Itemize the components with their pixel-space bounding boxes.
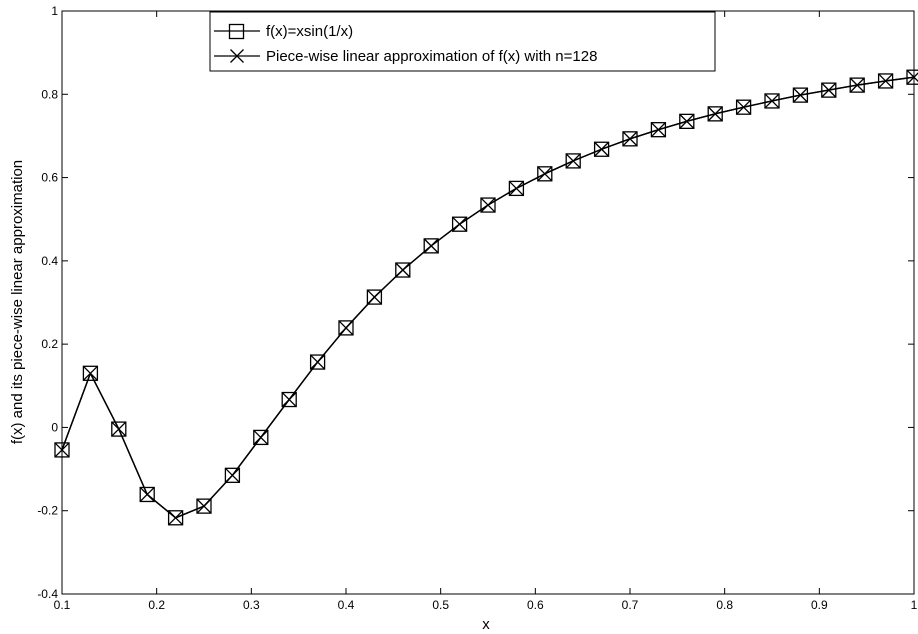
x-marker [281,392,297,407]
legend-box [209,11,716,72]
series-2 [54,69,918,526]
x-marker [707,106,723,122]
square-marker [196,498,212,514]
x-tick-label: 0.6 [527,598,544,612]
y-tick-label: -0.4 [37,587,58,601]
square-marker [593,141,610,157]
x-marker [366,289,382,305]
square-marker [281,391,297,408]
legend-x-marker-icon [230,49,244,63]
square-marker [707,106,723,122]
y-tick-label: 0.2 [41,337,58,351]
y-tick-label: 0.6 [41,171,58,185]
legend-entry-1: f(x)=xsin(1/x) [214,23,353,40]
x-tick-label: 0.5 [432,598,449,612]
square-marker [338,320,354,336]
square-marker [650,122,667,138]
x-marker [764,93,780,109]
square-marker [849,77,865,93]
y-axis-ticks: -0.4 -0.2 0 0.2 0.4 0.6 0.8 1 [37,4,914,601]
square-marker [480,197,496,213]
y-tick-label: 1 [51,4,58,18]
x-marker [423,238,439,254]
x-marker [54,442,70,458]
x-marker [622,131,638,147]
y-tick-label: -0.2 [37,504,58,518]
x-marker [168,510,184,526]
square-marker [792,87,809,103]
x-marker [679,113,695,129]
square-marker [111,421,127,437]
square-marker [395,262,411,278]
square-marker [253,429,269,446]
legend-label-2: Piece-wise linear approximation of f(x) … [266,48,597,65]
legend-label-1: f(x)=xsin(1/x) [266,23,353,40]
legend-square-marker-icon [228,23,245,40]
square-marker [309,354,326,370]
x-tick-label: 0.3 [243,598,260,612]
x-marker [594,141,610,157]
x-marker [452,216,468,232]
legend: f(x)=xsin(1/x) Piece-wise linear approxi… [209,11,716,72]
square-marker [735,99,752,115]
x-marker [338,320,354,336]
x-marker [111,421,127,437]
x-marker [82,365,98,381]
square-marker [764,93,780,109]
square-marker [167,510,184,526]
series-layer [54,69,918,526]
square-marker [54,442,70,458]
square-marker [508,180,525,197]
square-marker [139,486,155,503]
x-marker [480,197,496,213]
square-marker [821,82,837,98]
square-marker [366,289,383,305]
x-marker [849,77,865,93]
x-marker [224,467,240,483]
x-tick-label: 0.1 [54,598,71,612]
square-marker [537,166,553,182]
x-marker [792,87,808,103]
square-marker [877,73,894,89]
x-marker [139,487,155,502]
x-marker [537,166,553,182]
y-tick-label: 0.8 [41,87,58,101]
x-marker [821,82,837,98]
x-axis-label: x [482,616,490,633]
legend-entry-2: Piece-wise linear approximation of f(x) … [214,48,597,65]
y-tick-label: 0.4 [41,254,58,268]
x-marker [906,69,918,85]
x-marker [395,262,411,278]
x-marker [878,73,894,89]
x-marker [736,99,752,115]
x-tick-label: 0.9 [811,598,828,612]
x-tick-label: 0.2 [148,598,165,612]
x-tick-label: 0.7 [622,598,639,612]
square-marker [622,131,638,147]
square-marker [451,216,468,232]
square-marker [906,69,918,85]
plot-area: 0.1 0.2 0.3 0.4 0.5 0.6 0.7 0.8 0.9 1 -0.4-0.200.… [37,4,918,612]
square-marker [82,365,99,381]
x-marker [650,122,666,138]
square-marker [679,113,695,129]
x-marker [565,153,581,169]
x-axis-ticks: 0.1 0.2 0.3 0.4 0.5 0.6 0.7 0.8 0.9 1 [54,11,918,612]
x-tick-label: 0.8 [716,598,733,612]
square-marker [423,238,439,254]
square-marker [565,153,581,169]
x-tick-label: 0.4 [338,598,355,612]
x-tick-label: 1 [911,598,918,612]
x-marker [196,498,212,514]
y-tick-label: 0 [51,420,58,434]
x-marker [508,180,524,196]
square-marker [224,467,241,483]
x-marker [253,429,269,445]
x-marker [310,354,326,370]
y-axis-label: f(x) and its piece-wise linear approxima… [9,160,26,444]
